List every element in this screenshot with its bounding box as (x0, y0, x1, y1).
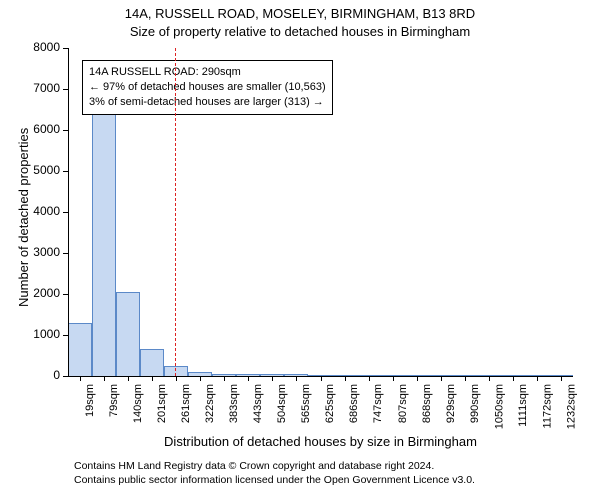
x-tick-label: 383sqm (228, 384, 240, 423)
x-tick-label: 625sqm (325, 384, 337, 423)
y-tick (63, 130, 68, 131)
x-tick-label: 1050sqm (493, 384, 505, 429)
annotation-line-2: ← 97% of detached houses are smaller (10… (89, 80, 326, 95)
y-tick-label: 2000 (0, 286, 60, 300)
x-tick-label: 201sqm (156, 384, 168, 423)
x-tick (296, 376, 297, 381)
reference-line (175, 48, 176, 376)
x-tick-label: 929sqm (445, 384, 457, 423)
y-tick-label: 7000 (0, 81, 60, 95)
y-axis-line (68, 48, 69, 376)
y-tick (63, 253, 68, 254)
x-tick (104, 376, 105, 381)
x-tick-label: 807sqm (397, 384, 409, 423)
x-tick-label: 140sqm (132, 384, 144, 423)
chart-title-sub: Size of property relative to detached ho… (0, 24, 600, 39)
x-tick-label: 868sqm (421, 384, 433, 423)
y-tick (63, 212, 68, 213)
x-tick (128, 376, 129, 381)
x-tick (465, 376, 466, 381)
histogram-bar (116, 292, 140, 376)
x-tick-label: 504sqm (276, 384, 288, 423)
y-tick (63, 48, 68, 49)
y-tick (63, 171, 68, 172)
x-tick (152, 376, 153, 381)
chart-title-main: 14A, RUSSELL ROAD, MOSELEY, BIRMINGHAM, … (0, 6, 600, 21)
x-tick-label: 443sqm (252, 384, 264, 423)
x-tick (176, 376, 177, 381)
y-tick-label: 0 (0, 368, 60, 382)
x-tick (321, 376, 322, 381)
x-tick (80, 376, 81, 381)
x-tick-label: 565sqm (300, 384, 312, 423)
x-tick-label: 747sqm (373, 384, 385, 423)
x-tick (224, 376, 225, 381)
y-tick-label: 3000 (0, 245, 60, 259)
y-tick-label: 8000 (0, 40, 60, 54)
x-tick (272, 376, 273, 381)
annotation-box: 14A RUSSELL ROAD: 290sqm ← 97% of detach… (82, 60, 333, 115)
x-tick-label: 19sqm (84, 384, 96, 417)
x-tick (537, 376, 538, 381)
histogram-chart: 14A, RUSSELL ROAD, MOSELEY, BIRMINGHAM, … (0, 0, 600, 500)
y-tick-label: 1000 (0, 327, 60, 341)
y-tick (63, 376, 68, 377)
x-tick (417, 376, 418, 381)
x-tick-label: 1111sqm (517, 384, 529, 427)
annotation-line-3: 3% of semi-detached houses are larger (3… (89, 95, 326, 110)
x-tick (513, 376, 514, 381)
annotation-line-1: 14A RUSSELL ROAD: 290sqm (89, 65, 326, 80)
x-tick-label: 261sqm (180, 384, 192, 423)
x-tick (369, 376, 370, 381)
x-tick (200, 376, 201, 381)
x-tick (441, 376, 442, 381)
histogram-bar (68, 323, 92, 376)
x-tick (489, 376, 490, 381)
footer-line-2: Contains public sector information licen… (74, 474, 475, 486)
x-axis-label: Distribution of detached houses by size … (68, 434, 573, 449)
x-tick-label: 79sqm (108, 384, 120, 417)
x-tick (393, 376, 394, 381)
histogram-bar (164, 366, 188, 376)
x-tick-label: 322sqm (204, 384, 216, 423)
x-tick (345, 376, 346, 381)
histogram-bar (140, 349, 164, 376)
x-tick-label: 1172sqm (541, 384, 553, 428)
y-tick (63, 294, 68, 295)
x-tick-label: 1232sqm (565, 384, 577, 429)
y-tick-label: 5000 (0, 163, 60, 177)
y-tick-label: 4000 (0, 204, 60, 218)
y-tick (63, 335, 68, 336)
y-tick-label: 6000 (0, 122, 60, 136)
x-tick (248, 376, 249, 381)
x-tick-label: 990sqm (469, 384, 481, 423)
y-tick (63, 89, 68, 90)
x-tick (561, 376, 562, 381)
x-tick-label: 686sqm (349, 384, 361, 423)
footer-line-1: Contains HM Land Registry data © Crown c… (74, 460, 434, 472)
histogram-bar (92, 105, 116, 376)
